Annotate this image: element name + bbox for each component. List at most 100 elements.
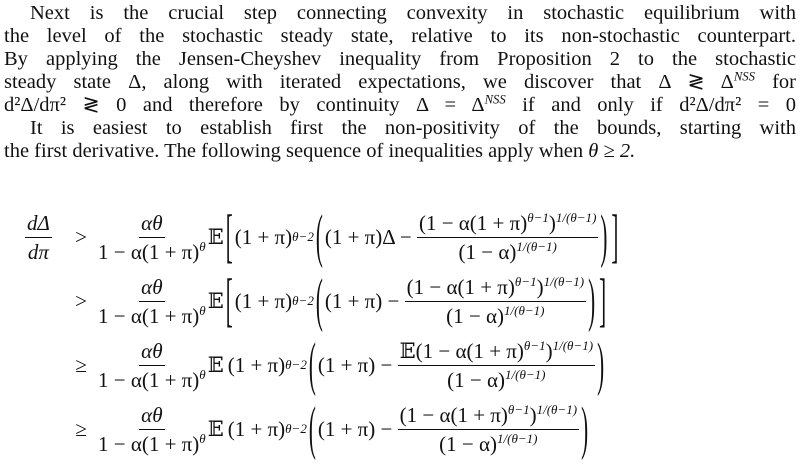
numerator: αθ <box>141 274 163 299</box>
text-line: Next is the crucial step connecting conv… <box>30 2 796 24</box>
left-paren: ( <box>315 202 323 270</box>
text-segment: if and only if d²Δ/dπ² = 0 <box>505 94 796 116</box>
expectation-operator: 𝔼 <box>207 225 224 249</box>
inner-term: (1 + π)Δ − <box>324 224 417 249</box>
numerator-close: ) <box>548 210 556 235</box>
numerator: αθ <box>141 338 163 363</box>
denominator: 1 − α(1 + π) <box>98 367 200 392</box>
expectation-operator: 𝔼 <box>207 289 224 313</box>
right-bracket: ] <box>611 202 619 270</box>
left-paren: ( <box>308 394 316 462</box>
relation-symbol: > <box>75 224 87 249</box>
right-paren: ) <box>588 266 596 334</box>
numerator-close: ) <box>529 402 537 427</box>
numerator: (1 − α(1 + π) <box>406 274 515 299</box>
exponent: 1/(θ−1) <box>504 302 545 318</box>
inner-term: (1 + π) − <box>317 416 398 441</box>
base-term: (1 + π) <box>227 352 286 377</box>
ratio-fraction: (1 − α(1 + π)θ−1)1/(θ−1) (1 − α)1/(θ−1) <box>416 209 599 264</box>
ratio-fraction: 𝔼(1 − α(1 + π)θ−1)1/(θ−1) (1 − α)1/(θ−1) <box>397 337 596 392</box>
coefficient-fraction: αθ 1 − α(1 + π)θ <box>96 275 208 328</box>
numerator: αθ <box>141 402 163 427</box>
denominator: dπ <box>27 239 49 264</box>
text-segment: d²Δ/dπ² ≷ 0 and therefore by continuity … <box>4 94 485 116</box>
text-segment: steady state Δ, along with iterated expe… <box>4 71 734 93</box>
numerator: dΔ <box>27 210 50 235</box>
text-line: steady state Δ, along with iterated expe… <box>4 69 796 94</box>
base-term: (1 + π) <box>227 416 286 441</box>
exponent: θ <box>199 430 206 446</box>
exponent: 1/(θ−1) <box>516 238 557 254</box>
superscript: NSS <box>733 69 755 84</box>
denominator: (1 − α) <box>439 431 498 456</box>
text-line: It is easiest to establish first the non… <box>30 117 796 139</box>
coefficient-fraction: αθ 1 − α(1 + π)θ <box>96 339 208 392</box>
denominator: 1 − α(1 + π) <box>98 239 200 264</box>
left-bracket: [ <box>225 202 233 270</box>
inner-term: (1 + π) − <box>317 352 398 377</box>
numerator: (1 − α(1 + π) <box>399 402 508 427</box>
exponent: θ−1 <box>514 273 537 289</box>
exponent: θ−1 <box>523 337 546 353</box>
exponent: 1/(θ−1) <box>552 337 594 353</box>
superscript: NSS <box>484 92 506 107</box>
exponent: 1/(θ−1) <box>536 401 578 417</box>
numerator: αθ <box>141 210 163 235</box>
relation-symbol: ≥ <box>75 416 87 441</box>
body-paragraph: Next is the crucial step connecting conv… <box>4 2 796 163</box>
equation-row: dΔ dπ > αθ 1 − α(1 + π)θ 𝔼 [ (1 + π) θ−2 (… <box>25 202 620 270</box>
text-segment: for <box>755 71 796 93</box>
expectation-operator: 𝔼 <box>207 417 224 441</box>
ratio-fraction: (1 − α(1 + π)θ−1)1/(θ−1) (1 − α)1/(θ−1) <box>404 273 587 328</box>
denominator: (1 − α) <box>446 303 505 328</box>
exponent: θ <box>199 302 206 318</box>
exponent: 1/(θ−1) <box>497 430 538 446</box>
exponent: θ−2 <box>292 229 314 244</box>
exponent: θ−2 <box>285 421 307 436</box>
exponent: 1/(θ−1) <box>505 366 546 382</box>
exponent: θ <box>199 238 206 254</box>
text-line: d²Δ/dπ² ≷ 0 and therefore by continuity … <box>4 92 796 117</box>
derivative-fraction: dΔ dπ <box>25 211 52 264</box>
coefficient-fraction: αθ 1 − α(1 + π)θ <box>96 403 208 456</box>
exponent: 1/(θ−1) <box>543 273 585 289</box>
right-paren: ) <box>600 202 608 270</box>
denominator: 1 − α(1 + π) <box>98 303 200 328</box>
equation-lhs: dΔ dπ <box>25 211 70 264</box>
equation-row: > αθ 1 − α(1 + π)θ 𝔼 [ (1 + π) θ−2 ( (1 +… <box>25 266 620 334</box>
numerator-close: ) <box>536 274 544 299</box>
coefficient-fraction: αθ 1 − α(1 + π)θ <box>96 211 208 264</box>
text-line: the first derivative. The following sequ… <box>4 140 796 163</box>
numerator: 𝔼(1 − α(1 + π) <box>399 338 524 363</box>
exponent: θ−2 <box>285 357 307 372</box>
relation-symbol: > <box>75 288 87 313</box>
equation-array: dΔ dπ > αθ 1 − α(1 + π)θ 𝔼 [ (1 + π) θ−2 (… <box>25 202 620 462</box>
denominator: 1 − α(1 + π) <box>98 431 200 456</box>
right-paren: ) <box>581 394 589 462</box>
relation-symbol: ≥ <box>75 352 87 377</box>
expectation-operator: 𝔼 <box>207 353 224 377</box>
exponent: θ−1 <box>527 209 549 225</box>
exponent: θ−2 <box>292 293 314 308</box>
exponent: θ−1 <box>507 401 530 417</box>
text-segment: the first derivative. The following sequ… <box>4 140 589 162</box>
left-bracket: [ <box>225 266 233 334</box>
base-term: (1 + π) <box>234 288 293 313</box>
left-paren: ( <box>308 330 316 398</box>
equation-row: ≥ αθ 1 − α(1 + π)θ 𝔼 (1 + π) θ−2 ( (1 + π… <box>25 330 620 398</box>
numerator-close: ) <box>545 338 553 363</box>
text-line: By applying the Jensen-Cheyshev inequali… <box>4 48 796 70</box>
denominator: (1 − α) <box>458 239 517 264</box>
numerator: (1 − α(1 + π) <box>418 210 528 235</box>
left-paren: ( <box>315 266 323 334</box>
inline-math: θ ≥ 2. <box>588 140 636 162</box>
right-paren: ) <box>597 330 605 398</box>
text-line: the level of the stochastic steady state… <box>4 25 796 47</box>
ratio-fraction: (1 − α(1 + π)θ−1)1/(θ−1) (1 − α)1/(θ−1) <box>397 401 580 456</box>
right-bracket: ] <box>599 266 607 334</box>
exponent: 1/(θ−1) <box>555 209 597 225</box>
denominator: (1 − α) <box>447 367 506 392</box>
equation-row: ≥ αθ 1 − α(1 + π)θ 𝔼 (1 + π) θ−2 ( (1 + π… <box>25 394 620 462</box>
inner-term: (1 + π) − <box>324 288 405 313</box>
base-term: (1 + π) <box>234 224 293 249</box>
